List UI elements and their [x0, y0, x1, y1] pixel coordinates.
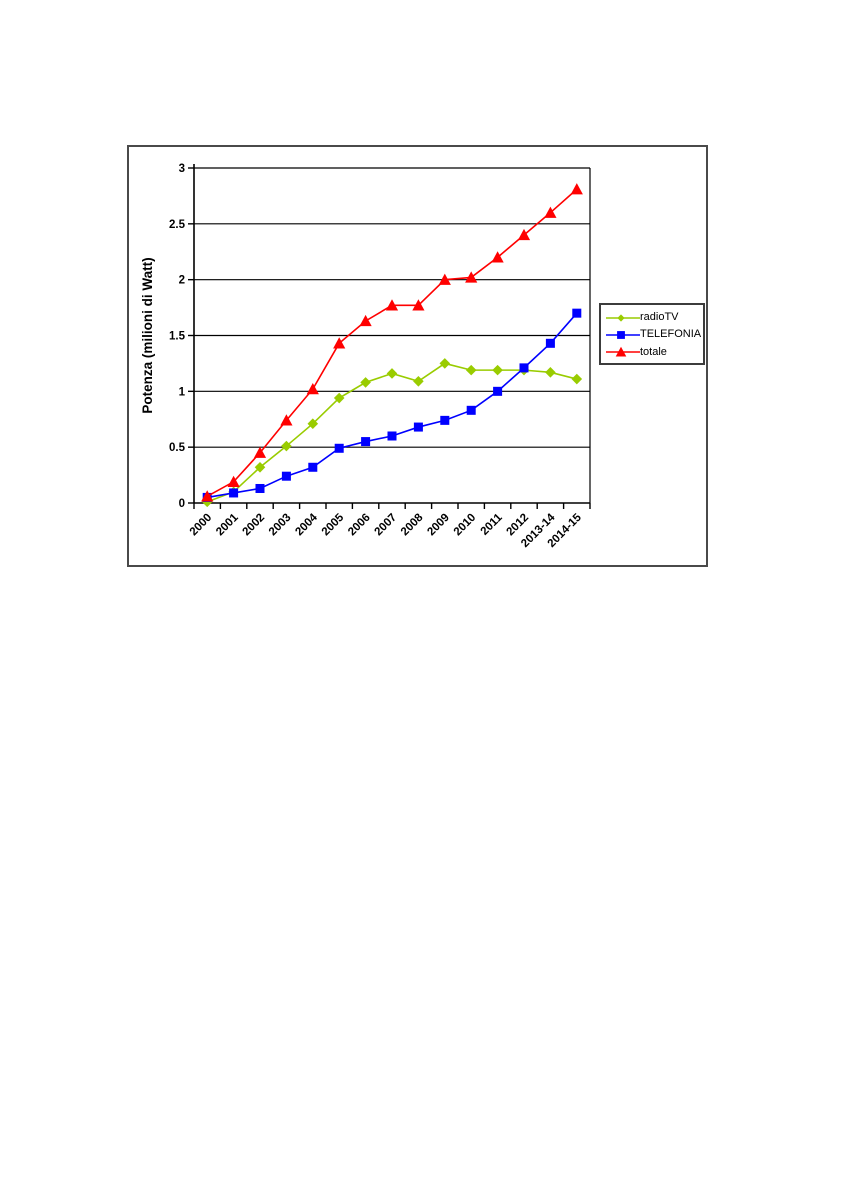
data-point-totale	[333, 337, 346, 349]
x-tick-label: 2003	[267, 512, 294, 539]
data-point-radioTV	[360, 377, 371, 388]
y-tick-label: 1	[179, 386, 186, 398]
series-totale	[201, 183, 583, 502]
x-tick-label: 2004	[293, 511, 320, 538]
data-point-TELEFONIA	[466, 405, 476, 415]
data-point-TELEFONIA	[545, 338, 555, 348]
data-point-TELEFONIA	[493, 386, 503, 396]
data-point-totale	[201, 490, 214, 502]
data-point-TELEFONIA	[229, 488, 239, 498]
data-point-totale	[227, 475, 240, 487]
data-point-TELEFONIA	[334, 443, 344, 453]
y-tick-label: 0.5	[169, 442, 186, 454]
legend-marker-TELEFONIA	[617, 331, 625, 339]
y-tick-label: 2	[179, 275, 185, 287]
data-point-TELEFONIA	[281, 471, 291, 481]
data-point-totale	[385, 299, 399, 311]
x-tick-label: 2000	[188, 512, 215, 539]
data-point-radioTV	[307, 418, 319, 430]
data-point-radioTV	[333, 392, 345, 404]
x-tick-label: 2009	[425, 512, 452, 539]
legend-swatch-triangle-marker	[606, 347, 640, 357]
data-point-radioTV	[492, 364, 503, 376]
legend-swatch-square-marker	[606, 331, 640, 339]
y-axis-title: Potenza (milioni di Watt)	[140, 257, 155, 413]
chart-figure: 0 0.5 1 1.5 2 2.5 3 2000 2001 2002 2003 2004 2005 200…	[127, 145, 708, 567]
data-point-TELEFONIA	[361, 437, 371, 447]
data-point-TELEFONIA	[387, 431, 397, 441]
data-point-TELEFONIA	[572, 308, 582, 318]
x-tick-label: 2008	[399, 511, 426, 538]
x-tick-label: 2007	[373, 512, 400, 539]
data-point-totale	[438, 273, 451, 285]
data-point-totale	[465, 271, 478, 283]
legend-item-TELEFONIA: TELEFONIA	[606, 326, 701, 343]
legend-label: totale	[640, 345, 667, 358]
data-point-radioTV	[465, 364, 477, 376]
data-point-TELEFONIA	[519, 363, 529, 373]
data-point-radioTV	[413, 375, 424, 387]
data-point-totale	[491, 251, 504, 263]
data-point-totale	[359, 314, 372, 327]
data-point-radioTV	[439, 358, 451, 369]
x-tick-label: 2001	[214, 511, 241, 538]
data-point-TELEFONIA	[308, 462, 318, 472]
data-point-totale	[570, 183, 583, 195]
x-tick-label: 2010	[452, 512, 479, 539]
data-point-totale	[412, 299, 425, 311]
data-point-radioTV	[281, 440, 292, 452]
data-point-radioTV	[254, 461, 266, 473]
x-tick-label: 2002	[241, 512, 268, 539]
y-tick-label: 3	[179, 163, 185, 175]
data-point-TELEFONIA	[413, 422, 423, 432]
data-point-totale	[544, 206, 557, 218]
data-point-totale	[517, 228, 531, 241]
legend-marker-totale	[615, 347, 627, 357]
legend-marker-radioTV	[617, 314, 625, 322]
x-tick-label: 2005	[320, 511, 347, 538]
legend-item-totale: totale	[606, 344, 701, 361]
data-point-radioTV	[386, 368, 398, 379]
legend-item-radioTV: radioTV	[606, 309, 701, 326]
x-tick-label: 2011	[479, 511, 506, 538]
chart-legend: radioTV TELEFONIA totale	[599, 303, 705, 365]
legend-label: TELEFONIA	[640, 328, 702, 341]
y-tick-label: 0	[179, 498, 185, 510]
data-point-totale	[306, 383, 319, 395]
y-tick-label: 2.5	[169, 219, 186, 231]
legend-label: radioTV	[640, 311, 679, 324]
data-point-TELEFONIA	[440, 415, 450, 425]
data-point-radioTV	[545, 367, 556, 378]
series-TELEFONIA	[202, 308, 582, 502]
legend-swatch-diamond-marker	[606, 314, 640, 322]
data-point-totale	[280, 414, 293, 426]
y-tick-label: 1.5	[169, 331, 186, 343]
data-point-radioTV	[571, 373, 583, 385]
data-point-totale	[253, 446, 267, 458]
data-point-TELEFONIA	[255, 483, 265, 493]
x-tick-label: 2006	[346, 512, 373, 539]
